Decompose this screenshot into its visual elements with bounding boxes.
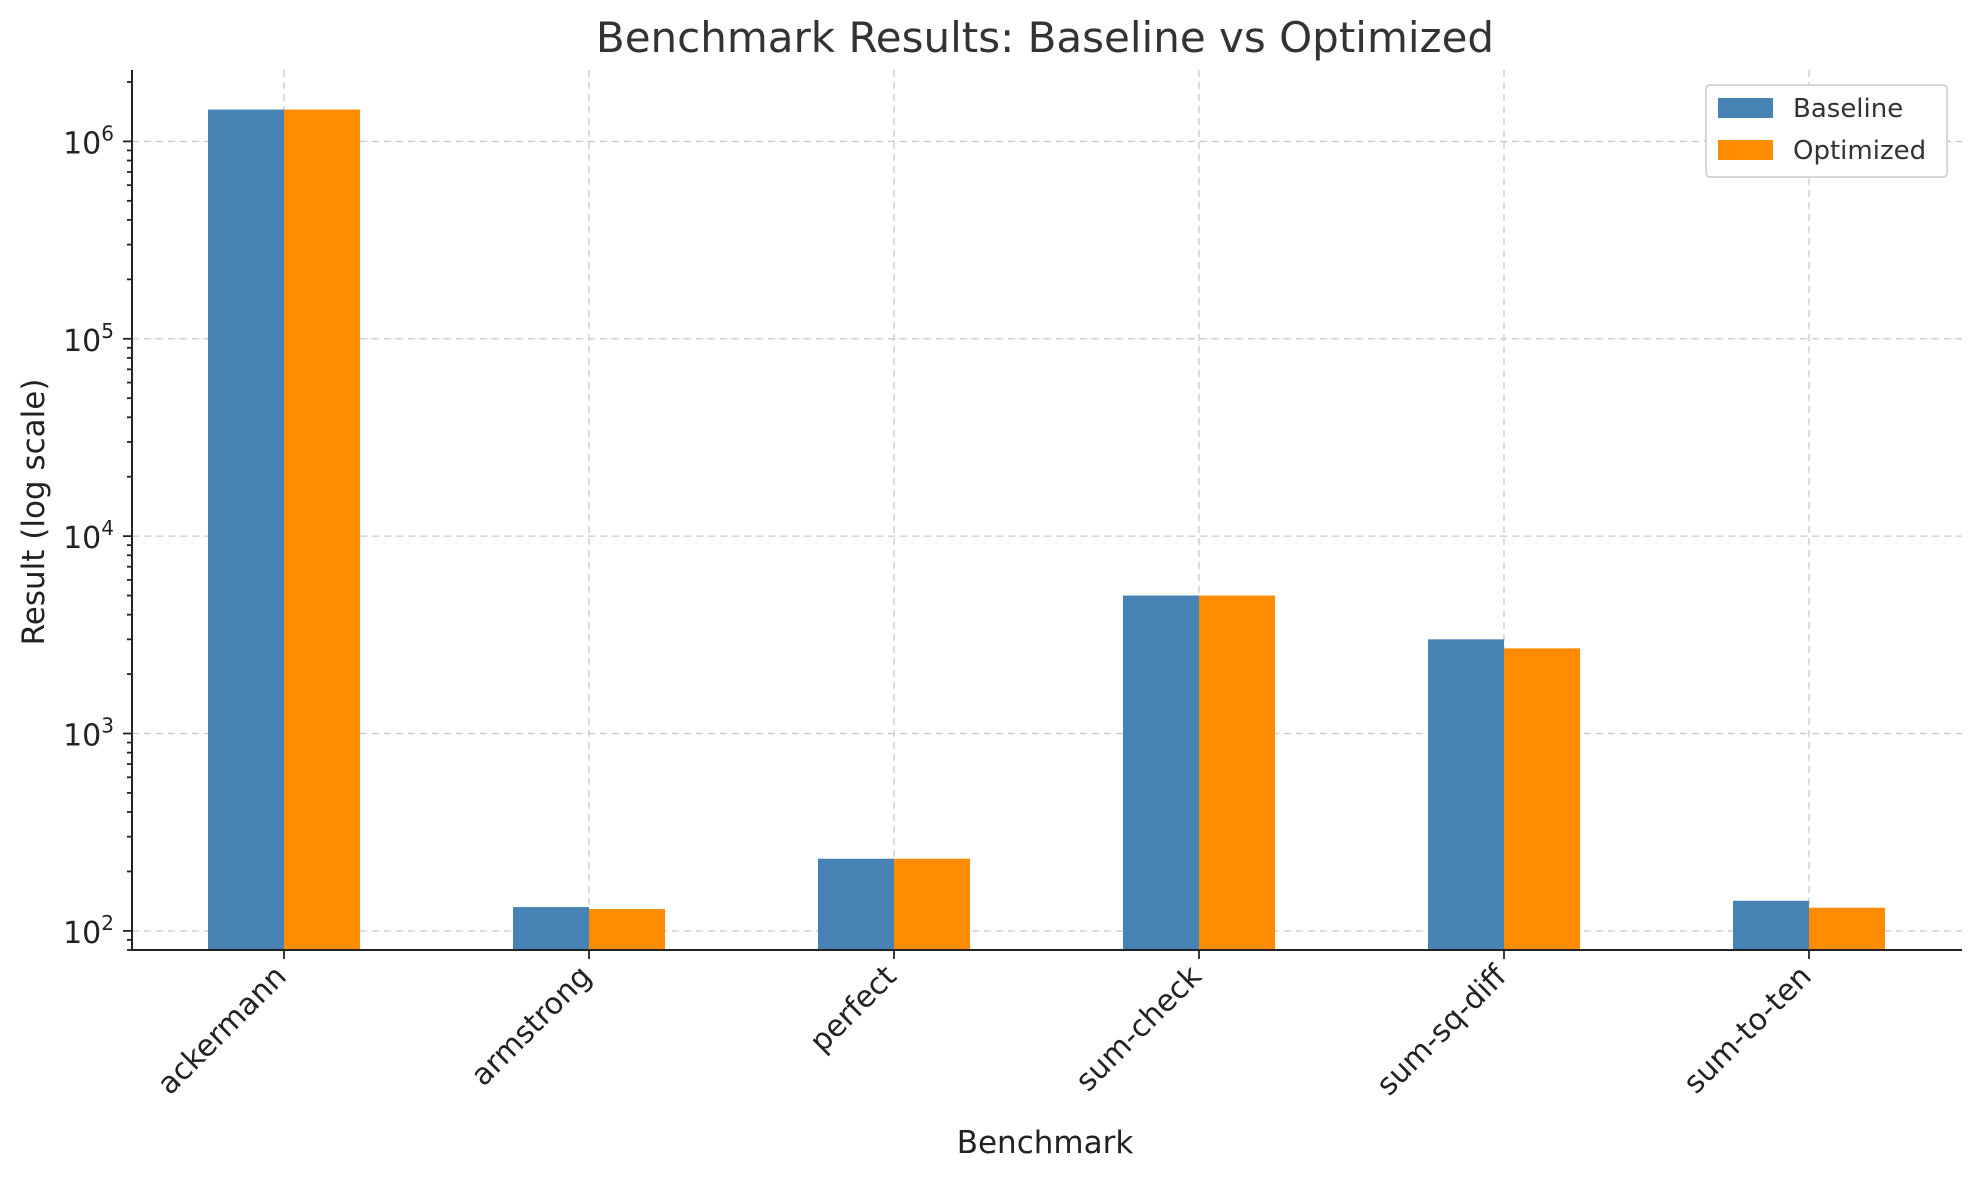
bar-baseline-sum-check — [1123, 595, 1199, 950]
x-tick-label-sum-sq-diff: sum-sq-diff — [1370, 958, 1515, 1103]
bar-baseline-sum-to-ten — [1733, 900, 1809, 950]
bar-optimized-sum-sq-diff — [1504, 648, 1580, 950]
y-tick-label: 104 — [63, 516, 114, 556]
x-tick-label-sum-check: sum-check — [1069, 958, 1209, 1098]
x-axis-label: Benchmark — [957, 1125, 1134, 1161]
y-tick-labels: 102 103 104 105 106 — [63, 121, 114, 950]
bar-baseline-ackermann — [208, 109, 284, 950]
bar-optimized-ackermann — [284, 109, 360, 950]
grid-lines — [132, 70, 1962, 950]
y-tick-label: 103 — [63, 714, 114, 754]
bar-optimized-armstrong — [589, 909, 665, 950]
axes — [123, 70, 1962, 959]
bar-optimized-sum-to-ten — [1809, 907, 1885, 950]
bar-baseline-sum-sq-diff — [1428, 639, 1504, 950]
x-tick-label-ackermann: ackermann — [151, 959, 294, 1102]
x-tick-label-perfect: perfect — [803, 959, 904, 1060]
y-axis-label: Result (log scale) — [16, 379, 52, 646]
x-tick-label-armstrong: armstrong — [464, 959, 598, 1093]
legend-swatch-optimized — [1718, 140, 1773, 160]
legend-label-optimized: Optimized — [1793, 136, 1926, 166]
bars — [208, 109, 1885, 950]
bar-baseline-perfect — [818, 858, 894, 950]
y-tick-label: 102 — [63, 911, 114, 951]
x-tick-label-sum-to-ten: sum-to-ten — [1677, 959, 1819, 1101]
legend-swatch-baseline — [1718, 98, 1773, 118]
bar-baseline-armstrong — [513, 907, 589, 950]
y-tick-label: 106 — [63, 121, 114, 161]
bar-optimized-sum-check — [1199, 595, 1275, 950]
legend-label-baseline: Baseline — [1793, 94, 1903, 124]
bar-optimized-perfect — [894, 858, 970, 950]
chart-title: Benchmark Results: Baseline vs Optimized — [596, 13, 1494, 62]
x-tick-labels: ackermann armstrong perfect sum-check sum-sq… — [151, 958, 1819, 1103]
legend: Baseline Optimized — [1705, 84, 1948, 178]
y-tick-label: 105 — [63, 319, 114, 359]
